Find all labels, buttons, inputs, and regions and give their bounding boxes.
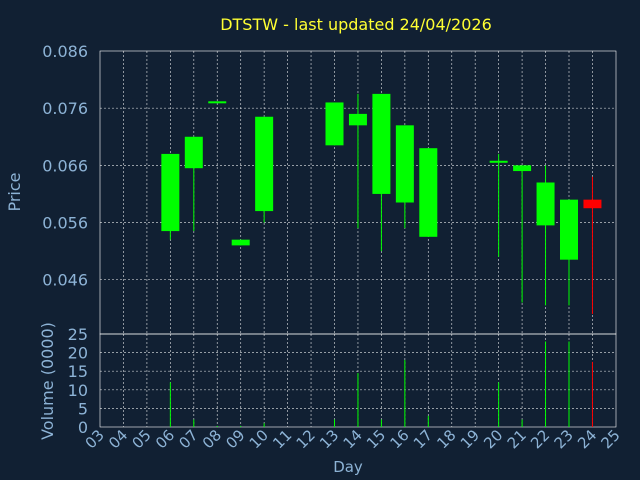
candle-body — [372, 93, 391, 194]
candle-body — [348, 113, 367, 126]
day-tick-label: 04 — [105, 426, 131, 452]
price-axis-label: Price — [5, 172, 24, 211]
day-tick-label: 09 — [222, 426, 248, 452]
day-tick-label: 15 — [363, 426, 389, 452]
volume-tick-label: 20 — [68, 344, 88, 363]
volume-bars — [169, 341, 593, 427]
day-tick-label: 13 — [316, 426, 342, 452]
day-tick-label: 12 — [293, 426, 319, 452]
day-tick-label: 17 — [410, 426, 436, 452]
day-tick-label: 14 — [340, 426, 366, 452]
candle-body — [419, 148, 438, 237]
candle-body — [489, 160, 508, 163]
day-tick-label: 10 — [246, 426, 272, 452]
day-tick-label: 08 — [199, 426, 225, 452]
candle-body — [184, 136, 203, 169]
day-tick-label: 21 — [504, 426, 530, 452]
candle-body — [255, 116, 274, 212]
volume-tick-label: 15 — [68, 362, 88, 381]
day-tick-label: 07 — [175, 426, 201, 452]
volume-tick-label: 10 — [68, 381, 88, 400]
day-tick-label: 05 — [128, 426, 154, 452]
volume-axis-label: Volume (0000) — [38, 322, 57, 440]
candle-body — [161, 153, 180, 232]
day-tick-label: 18 — [433, 426, 459, 452]
price-tick-label: 0.046 — [42, 271, 88, 290]
candle-body — [395, 125, 414, 203]
price-tick-label: 0.076 — [42, 99, 88, 118]
candle-body — [231, 239, 250, 246]
volume-tick-label: 25 — [68, 325, 88, 344]
day-tick-label: 06 — [152, 426, 178, 452]
day-tick-label: 19 — [457, 426, 483, 452]
candles — [161, 93, 602, 314]
volume-tick-label: 5 — [78, 399, 88, 418]
day-tick-label: 24 — [574, 426, 600, 452]
price-axis: 0.086 0.076 0.066 0.056 0.046 — [42, 42, 88, 290]
day-tick-label: 23 — [551, 426, 577, 452]
day-axis: 0304050607080910111213141516171819202122… — [82, 426, 624, 452]
candle-body — [583, 199, 602, 209]
price-tick-label: 0.086 — [42, 42, 88, 61]
volume-tick-label: 0 — [78, 418, 88, 437]
candle-body — [513, 165, 532, 172]
day-axis-label: Day — [333, 458, 363, 476]
chart-title: DTSTW - last updated 24/04/2026 — [220, 15, 492, 34]
day-tick-label: 22 — [527, 426, 553, 452]
day-tick-label: 16 — [386, 426, 412, 452]
price-tick-label: 0.066 — [42, 156, 88, 175]
day-tick-label: 25 — [597, 426, 623, 452]
day-tick-label: 20 — [480, 426, 506, 452]
candle-body — [536, 182, 555, 226]
day-tick-label: 11 — [269, 426, 295, 452]
price-tick-label: 0.056 — [42, 214, 88, 233]
candle-body — [325, 102, 344, 146]
candle-body — [208, 101, 227, 104]
candle-body — [560, 199, 578, 260]
